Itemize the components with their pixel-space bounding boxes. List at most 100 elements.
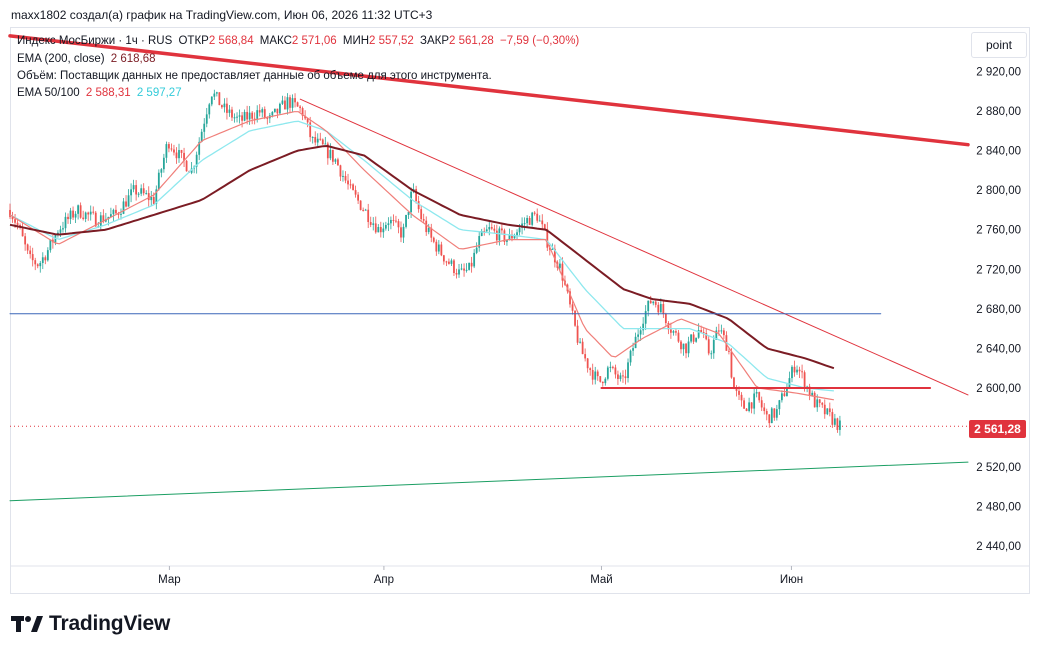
- candle-body: [758, 392, 761, 401]
- candle-body: [695, 337, 698, 342]
- candle-body: [743, 400, 745, 409]
- candle-body: [839, 420, 841, 430]
- candle-body: [659, 304, 662, 313]
- candle-body: [470, 262, 473, 267]
- candle-body: [571, 304, 574, 311]
- candle-body: [69, 210, 72, 220]
- candle-body: [680, 341, 682, 350]
- candle-body: [137, 193, 140, 195]
- candle-body: [644, 311, 647, 324]
- trendline-long-downtrend[interactable]: [8, 34, 970, 147]
- candle-body: [248, 112, 251, 120]
- candle-body: [775, 409, 778, 418]
- candle-body: [127, 195, 130, 207]
- candle-body: [165, 144, 168, 158]
- legend-symbol[interactable]: Индекс МосБиржи · 1ч · RUS: [17, 35, 173, 47]
- candle-body: [349, 184, 352, 186]
- candle-body: [132, 185, 135, 190]
- candle-body: [763, 407, 766, 412]
- candle-body: [430, 227, 433, 238]
- candle-body: [622, 375, 624, 377]
- legend-open-value: 2 568,84: [208, 35, 254, 47]
- y-tick-label: 2 680,00: [976, 304, 1021, 316]
- candle-body: [284, 100, 286, 110]
- candle-body: [157, 172, 160, 190]
- candle-body: [816, 399, 819, 408]
- legend-close-label: ЗАКР: [420, 35, 450, 47]
- candle-body: [609, 366, 612, 368]
- candle-body: [559, 263, 561, 268]
- legend-ema200-row[interactable]: EMA (200, close) 2 618,68: [17, 53, 156, 65]
- trendline-long-support[interactable]: [9, 461, 969, 502]
- candle-body: [821, 402, 824, 405]
- chart-frame[interactable]: [10, 27, 1030, 594]
- ema50-line[interactable]: [9, 111, 835, 401]
- candle-body: [601, 381, 604, 384]
- candle-body: [155, 189, 158, 204]
- ema100-line[interactable]: [9, 120, 834, 392]
- candle-body: [294, 98, 296, 103]
- candle-body: [231, 109, 233, 118]
- candle-body: [84, 212, 87, 219]
- candle-body: [652, 301, 655, 304]
- legend-ema200-label: EMA (200, close): [17, 53, 105, 65]
- candle-body: [183, 152, 185, 161]
- candle-body: [324, 143, 327, 145]
- candle-body: [382, 228, 385, 233]
- candle-body: [513, 235, 516, 239]
- candle-body: [185, 160, 188, 172]
- candle-body: [639, 330, 642, 335]
- candle-body: [808, 386, 811, 396]
- candle-body: [205, 114, 208, 124]
- y-tick-label: 2 800,00: [976, 185, 1021, 197]
- candle-body: [162, 157, 165, 170]
- price-scale-mode-button[interactable]: point: [971, 32, 1027, 58]
- candle-body: [11, 216, 14, 220]
- candle-body: [753, 393, 756, 409]
- candle-body: [538, 220, 541, 222]
- candle-body: [465, 269, 468, 271]
- candle-body: [490, 227, 493, 229]
- candle-body: [649, 300, 652, 304]
- candle-body: [64, 216, 67, 229]
- ema200-line[interactable]: [9, 144, 835, 370]
- legend-volume-note: Объём: Поставщик данных не предоставляет…: [17, 70, 492, 82]
- candle-body: [432, 237, 435, 242]
- candle-body: [289, 97, 291, 108]
- candle-body: [392, 219, 395, 221]
- candle-body: [740, 394, 743, 401]
- candle-body: [493, 228, 496, 231]
- candle-body: [175, 152, 178, 159]
- candle-body: [780, 393, 783, 401]
- candle-body: [511, 234, 513, 239]
- candle-body: [354, 190, 357, 195]
- candle-body: [87, 212, 90, 215]
- brand-footer[interactable]: TradingView: [11, 612, 170, 636]
- candle-body: [589, 368, 592, 371]
- candle-body: [256, 110, 259, 119]
- legend-ema-50-100-row[interactable]: EMA 50/100 2 588,31 2 597,27: [17, 87, 182, 99]
- candle-body: [173, 149, 175, 153]
- candle-body: [31, 254, 34, 261]
- candle-body: [208, 104, 211, 115]
- candle-body: [314, 136, 317, 143]
- candle-body: [273, 108, 276, 112]
- candle-body: [500, 228, 503, 231]
- candle-body: [811, 392, 814, 396]
- candle-body: [357, 194, 360, 201]
- candle-body: [755, 392, 758, 394]
- candle-body: [715, 330, 718, 340]
- candle-body: [395, 220, 397, 222]
- candle-body: [664, 313, 667, 324]
- candle-body: [672, 331, 675, 333]
- candle-body: [828, 408, 831, 413]
- candle-body: [445, 261, 448, 263]
- last-price-badge: 2 561,28: [969, 420, 1026, 438]
- candle-body: [251, 112, 254, 119]
- trendline-resistance-downtrend[interactable]: [299, 98, 969, 396]
- candle-body: [733, 377, 735, 389]
- candle-body: [647, 300, 650, 312]
- candle-body: [826, 408, 829, 415]
- candle-body: [710, 353, 713, 355]
